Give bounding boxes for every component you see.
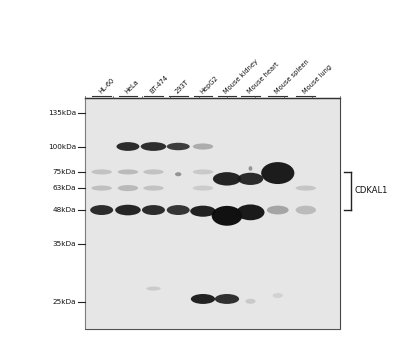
Ellipse shape — [191, 294, 215, 304]
Ellipse shape — [273, 293, 283, 298]
Ellipse shape — [141, 142, 166, 151]
Text: BT-474: BT-474 — [149, 75, 170, 95]
Ellipse shape — [143, 169, 164, 174]
Text: HL-60: HL-60 — [98, 77, 115, 95]
Text: Mouse heart: Mouse heart — [246, 62, 280, 95]
Ellipse shape — [190, 206, 216, 217]
Ellipse shape — [167, 205, 190, 215]
Ellipse shape — [91, 186, 112, 191]
Ellipse shape — [91, 169, 112, 174]
Bar — [85, 98, 340, 329]
Text: 75kDa: 75kDa — [52, 169, 76, 175]
Text: HeLa: HeLa — [124, 79, 140, 95]
Ellipse shape — [212, 206, 242, 226]
Text: Mouse lung: Mouse lung — [302, 64, 333, 95]
Text: 25kDa: 25kDa — [52, 300, 76, 306]
Ellipse shape — [90, 205, 113, 215]
Ellipse shape — [261, 162, 294, 184]
Ellipse shape — [215, 294, 239, 304]
Ellipse shape — [213, 172, 241, 186]
Ellipse shape — [295, 206, 316, 215]
Ellipse shape — [238, 173, 263, 185]
Text: 100kDa: 100kDa — [48, 144, 76, 149]
Ellipse shape — [237, 204, 264, 220]
Text: Mouse kidney: Mouse kidney — [223, 58, 259, 95]
Ellipse shape — [146, 287, 161, 290]
Ellipse shape — [117, 142, 139, 151]
Ellipse shape — [143, 186, 164, 191]
Text: CDKAL1: CDKAL1 — [354, 187, 388, 196]
Text: 293T: 293T — [174, 79, 190, 95]
Ellipse shape — [118, 185, 138, 191]
Text: HepG2: HepG2 — [199, 75, 219, 95]
Text: 63kDa: 63kDa — [52, 185, 76, 191]
Ellipse shape — [193, 169, 213, 174]
Ellipse shape — [267, 206, 288, 215]
Ellipse shape — [118, 169, 138, 174]
Ellipse shape — [142, 205, 165, 215]
Ellipse shape — [115, 205, 141, 215]
Ellipse shape — [295, 186, 316, 191]
Ellipse shape — [245, 299, 256, 304]
Ellipse shape — [193, 144, 213, 149]
Text: Mouse spleen: Mouse spleen — [273, 58, 310, 95]
Bar — [85, 98, 340, 329]
Text: 35kDa: 35kDa — [52, 240, 76, 246]
Ellipse shape — [167, 143, 190, 150]
Ellipse shape — [175, 172, 181, 176]
Ellipse shape — [249, 166, 252, 171]
Text: 135kDa: 135kDa — [48, 110, 76, 116]
Text: 48kDa: 48kDa — [52, 207, 76, 213]
Ellipse shape — [193, 186, 213, 191]
